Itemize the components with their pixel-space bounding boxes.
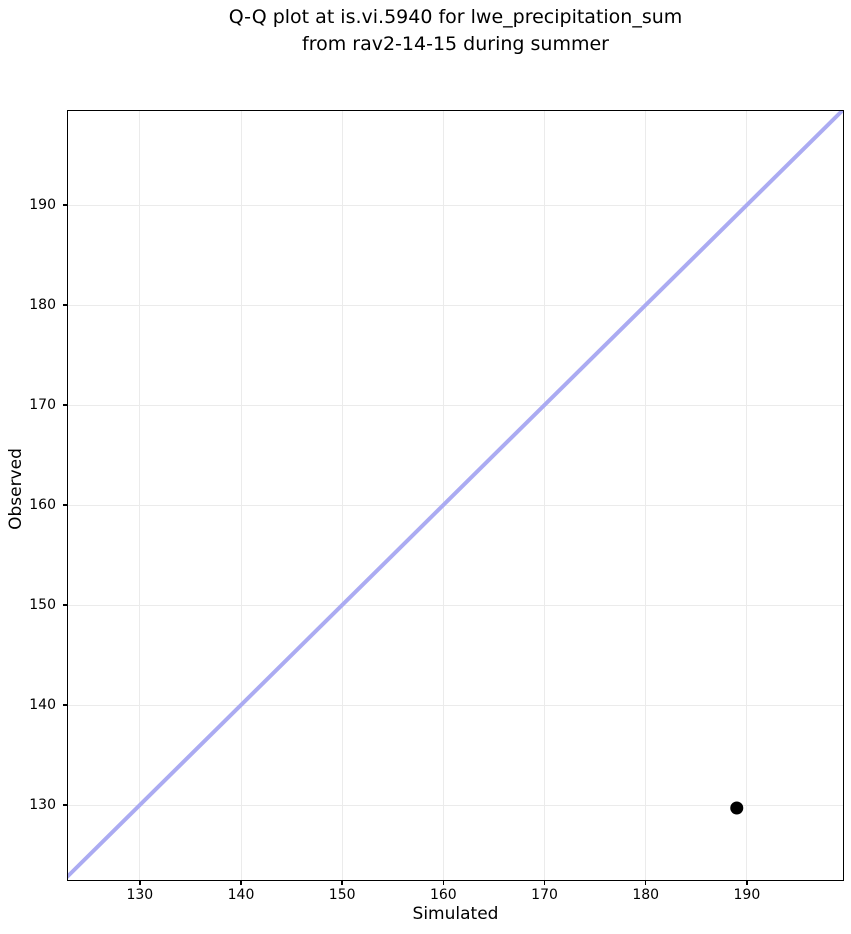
gridline-vertical xyxy=(341,111,343,880)
y-tick-label: 160 xyxy=(29,497,56,513)
plot-area: 130 140 150 160 170 180 190 130 140 150 160 170 180 1… xyxy=(29,110,844,902)
gridline-vertical xyxy=(645,111,647,880)
gridline-vertical xyxy=(240,111,242,880)
x-tick-label: 130 xyxy=(126,887,154,903)
gridline-horizontal xyxy=(68,404,843,406)
gridline-vertical xyxy=(442,111,444,880)
x-tick-label: 150 xyxy=(328,887,356,903)
qq-plot-canvas xyxy=(68,111,843,879)
gridline-horizontal xyxy=(68,304,843,306)
gridline-vertical xyxy=(139,111,141,880)
y-tick-label: 180 xyxy=(29,297,56,313)
y-tick-mark xyxy=(63,204,68,206)
gridline-vertical xyxy=(544,111,546,880)
y-tick-mark xyxy=(63,604,68,606)
y-tick-label: 190 xyxy=(29,197,56,213)
x-tick-label: 170 xyxy=(531,887,558,903)
y-tick-label: 170 xyxy=(29,397,56,413)
y-tick-label: 140 xyxy=(29,697,56,713)
x-tick-mark xyxy=(139,880,141,885)
y-tick-label: 150 xyxy=(29,597,56,613)
x-tick-mark xyxy=(644,880,647,885)
y-tick-mark xyxy=(63,404,68,406)
gridline-horizontal xyxy=(68,804,843,806)
gridline-horizontal xyxy=(68,604,843,606)
x-tick-mark xyxy=(746,880,748,885)
x-tick-label: 190 xyxy=(733,887,761,903)
x-tick-label: 180 xyxy=(632,887,660,903)
gridline-horizontal xyxy=(68,704,843,706)
gridline-horizontal xyxy=(68,204,843,206)
gridline-vertical xyxy=(746,111,748,880)
x-tick-mark xyxy=(543,880,546,885)
x-tick-mark xyxy=(442,880,445,885)
y-axis-label: Observed xyxy=(6,448,26,530)
x-tick-mark xyxy=(240,880,242,885)
y-tick-mark xyxy=(63,804,68,806)
identity-line xyxy=(68,111,843,879)
y-tick-mark xyxy=(63,504,68,506)
x-tick-label: 160 xyxy=(429,887,457,903)
x-tick-label: 140 xyxy=(227,887,255,903)
chart-title-line-1: Q-Q plot at is.vi.5940 for lwe_precipita… xyxy=(228,6,683,28)
chart-title-line-2: from rav2-14-15 during summer xyxy=(302,33,609,55)
y-tick-mark xyxy=(63,704,68,706)
y-tick-label: 130 xyxy=(29,797,56,813)
y-tick-mark xyxy=(63,304,68,306)
x-tick-mark xyxy=(341,880,343,885)
data-point xyxy=(730,801,744,815)
x-axis-label: Simulated xyxy=(412,904,499,924)
chart-title: Q-Q plot at is.vi.5940 for lwe_precipita… xyxy=(67,4,844,58)
gridline-horizontal xyxy=(68,504,843,506)
